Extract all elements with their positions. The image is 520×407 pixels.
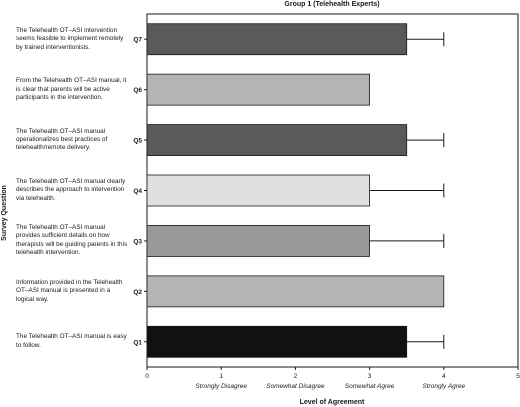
bar-q3 — [146, 225, 371, 257]
bar-q4 — [146, 174, 371, 207]
question-text-q3: The Telehealth OT–ASI manual provides su… — [16, 223, 128, 257]
y-tick-label-q7: Q7 — [133, 37, 142, 44]
question-text-q2: Information provided in the Telehealth O… — [16, 278, 123, 303]
x-tick-label-3: 3 — [368, 373, 372, 380]
x-tick-description-4: Strongly Agree — [422, 383, 465, 390]
question-text-q5: The Telehealth OT–ASI manual operational… — [16, 127, 108, 152]
y-tick-label-q2: Q2 — [133, 289, 142, 296]
x-axis-title: Level of Agreement — [300, 399, 365, 406]
y-tick-label-q4: Q4 — [133, 188, 142, 195]
question-text-q7: The Telehealth OT–ASI intervention seems… — [16, 26, 124, 51]
bar-q5 — [146, 124, 408, 156]
x-tick-description-1: Strongly Disagree — [195, 383, 247, 390]
bar-q6 — [146, 73, 371, 106]
x-tick-label-1: 1 — [219, 373, 223, 380]
bar-q2 — [146, 275, 445, 308]
x-tick-label-2: 2 — [294, 373, 298, 380]
y-tick-label-q6: Q6 — [133, 87, 142, 94]
x-tick-description-2: Somewhat Disagree — [266, 383, 325, 390]
y-axis-title: Survey Question — [1, 185, 8, 241]
x-tick-label-5: 5 — [516, 373, 520, 380]
x-tick-label-0: 0 — [145, 373, 149, 380]
question-text-q1: The Telehealth OT–ASI manual is easy to … — [16, 333, 127, 349]
chart-title: Group 1 (Telehealth Experts) — [284, 1, 379, 8]
question-text-q4: The Telehealth OT–ASI manual clearly des… — [16, 178, 126, 202]
y-tick-label-q1: Q1 — [133, 339, 142, 346]
x-tick-label-4: 4 — [442, 373, 446, 380]
bar-q1 — [146, 325, 408, 358]
x-tick-description-3: Somewhat Agree — [345, 383, 395, 390]
y-tick-label-q3: Q3 — [133, 238, 142, 245]
bar-q7 — [146, 23, 408, 56]
question-text-q6: From the Telehealth OT–ASI manual, it is… — [16, 77, 127, 101]
y-tick-label-q5: Q5 — [133, 138, 142, 145]
